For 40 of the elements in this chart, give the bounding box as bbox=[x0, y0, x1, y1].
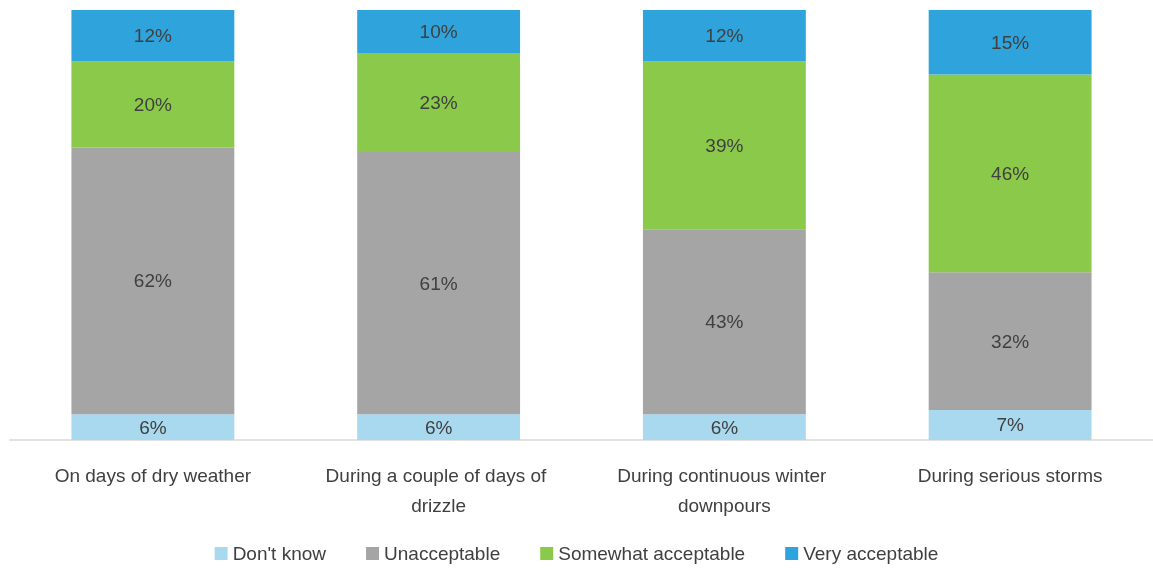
data-label: 46% bbox=[991, 162, 1030, 184]
data-label: 6% bbox=[139, 416, 167, 438]
bar bbox=[642, 229, 806, 415]
x-tick-label: On days of dry weather bbox=[54, 464, 252, 486]
bar bbox=[357, 151, 521, 415]
data-label: 6% bbox=[424, 416, 453, 438]
data-label: 61% bbox=[419, 272, 458, 294]
data-label: 20% bbox=[133, 94, 172, 116]
bar bbox=[928, 74, 1092, 273]
data-label: 43% bbox=[705, 311, 744, 333]
bar bbox=[642, 10, 806, 62]
bar bbox=[71, 147, 235, 415]
legend-label: Very acceptable bbox=[803, 543, 939, 564]
data-label: 32% bbox=[991, 330, 1030, 352]
data-label: 12% bbox=[705, 25, 744, 47]
data-label: 15% bbox=[991, 31, 1030, 53]
bar bbox=[642, 61, 806, 230]
data-label: 7% bbox=[996, 414, 1024, 436]
data-label: 62% bbox=[133, 270, 172, 292]
data-label: 10% bbox=[419, 21, 458, 42]
bar bbox=[928, 10, 1092, 75]
x-tick-label: During continuous winter downpours bbox=[617, 464, 832, 516]
legend-label: Don't know bbox=[232, 543, 327, 564]
bar bbox=[71, 61, 235, 148]
bar bbox=[71, 414, 235, 440]
bar bbox=[357, 10, 521, 53]
bar bbox=[642, 414, 806, 440]
bar bbox=[357, 53, 521, 152]
bar bbox=[71, 10, 235, 62]
bar bbox=[928, 409, 1092, 440]
legend-label: Unacceptable bbox=[384, 543, 501, 564]
data-label: 12% bbox=[133, 25, 172, 47]
bar bbox=[357, 414, 521, 440]
data-label: 6% bbox=[710, 416, 739, 438]
legend-label: Somewhat acceptable bbox=[558, 543, 746, 564]
bar bbox=[928, 272, 1092, 410]
data-label: 39% bbox=[705, 134, 744, 156]
x-tick-label: During serious storms bbox=[917, 464, 1103, 486]
x-tick-label: During a couple of days of drizzle bbox=[325, 464, 552, 516]
data-label: 23% bbox=[419, 91, 458, 113]
